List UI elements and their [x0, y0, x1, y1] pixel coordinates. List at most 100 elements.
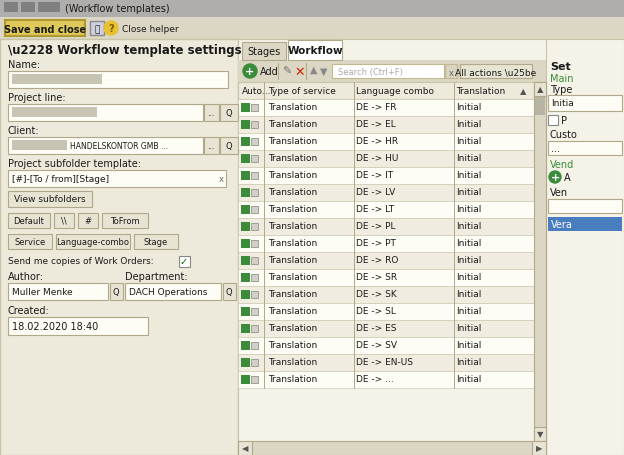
Text: HANDELSKONTOR GMB ...: HANDELSKONTOR GMB ...	[70, 142, 168, 151]
Text: DE -> SR: DE -> SR	[356, 273, 397, 282]
Bar	[5, 21, 85, 37]
Bar	[134, 234, 178, 249]
Text: ▲: ▲	[520, 87, 527, 96]
Bar	[238, 61, 624, 83]
Bar	[102, 213, 148, 228]
Text: Translation: Translation	[268, 290, 317, 299]
Bar	[251, 156, 258, 162]
Bar	[0, 0, 624, 18]
Text: Initial: Initial	[456, 171, 481, 180]
Text: Translation: Translation	[268, 188, 317, 197]
Text: Initial: Initial	[456, 222, 481, 231]
Bar	[251, 139, 258, 146]
Text: Type of service: Type of service	[268, 87, 336, 96]
Text: ...: ...	[551, 144, 560, 154]
Bar	[78, 213, 98, 228]
Text: \\: \\	[61, 217, 67, 226]
Bar	[8, 105, 203, 122]
Text: Q: Q	[226, 288, 232, 297]
Bar	[251, 291, 258, 298]
Text: Author:: Author:	[8, 271, 44, 281]
Text: +: +	[245, 67, 255, 77]
Text: Vera: Vera	[551, 219, 573, 229]
Text: DE -> EL: DE -> EL	[356, 120, 396, 129]
Bar	[534, 83, 546, 441]
Bar	[12, 75, 102, 85]
Text: DE -> HR: DE -> HR	[356, 137, 398, 146]
Bar	[241, 138, 250, 147]
Text: Translation: Translation	[268, 307, 317, 316]
Bar	[38, 3, 60, 13]
Bar	[241, 257, 250, 265]
Text: Type: Type	[550, 85, 572, 95]
Text: Initial: Initial	[456, 188, 481, 197]
Bar	[56, 234, 130, 249]
Bar	[532, 441, 546, 455]
Bar	[220, 105, 238, 122]
Bar	[251, 325, 258, 332]
Text: Translation: Translation	[268, 103, 317, 112]
Text: Translation: Translation	[268, 256, 317, 265]
Text: +: +	[550, 172, 560, 182]
Bar	[204, 138, 219, 155]
Bar	[238, 117, 534, 134]
Text: 18.02.2020 18:40: 18.02.2020 18:40	[12, 321, 98, 331]
Text: Project line:: Project line:	[8, 93, 66, 103]
Text: DE -> EN-US: DE -> EN-US	[356, 358, 413, 367]
Bar	[241, 375, 250, 384]
Text: Translation: Translation	[268, 341, 317, 350]
Text: Close helper: Close helper	[122, 25, 178, 33]
Bar	[220, 138, 238, 155]
Bar	[241, 222, 250, 232]
Text: Custo: Custo	[550, 130, 578, 140]
Text: Send me copies of Work Orders:: Send me copies of Work Orders:	[8, 257, 154, 265]
Bar	[241, 172, 250, 181]
Text: Initial: Initial	[456, 358, 481, 367]
Text: Stage: Stage	[144, 238, 168, 247]
Text: Initial: Initial	[456, 137, 481, 146]
Text: Name:: Name:	[8, 60, 40, 70]
Bar	[238, 202, 534, 218]
Bar	[241, 206, 250, 214]
Bar	[251, 274, 258, 281]
Text: Translation: Translation	[268, 222, 317, 231]
Text: Language-combo: Language-combo	[57, 238, 130, 247]
Bar	[238, 286, 534, 303]
Bar	[548, 200, 622, 213]
Text: DE -> SV: DE -> SV	[356, 341, 397, 350]
Text: ✎: ✎	[282, 67, 291, 77]
Bar	[546, 40, 624, 455]
Text: DE -> LT: DE -> LT	[356, 205, 394, 214]
Bar	[125, 283, 221, 300]
Text: P: P	[561, 116, 567, 126]
Text: Initial: Initial	[456, 239, 481, 248]
Text: Initial: Initial	[456, 154, 481, 163]
Bar	[8, 72, 228, 89]
Text: Search (Ctrl+F): Search (Ctrl+F)	[338, 68, 403, 77]
Bar	[251, 190, 258, 197]
Bar	[8, 138, 203, 155]
Text: Initial: Initial	[456, 120, 481, 129]
Text: Q: Q	[113, 288, 119, 297]
Bar	[251, 376, 258, 383]
Bar	[238, 151, 534, 167]
Text: DACH Operations: DACH Operations	[129, 288, 207, 297]
Bar	[54, 213, 74, 228]
Text: ✓: ✓	[180, 257, 188, 267]
Bar	[8, 171, 226, 187]
Bar	[238, 134, 534, 151]
Text: ✕: ✕	[294, 66, 305, 78]
Text: 💾: 💾	[94, 25, 100, 35]
Text: DE -> PT: DE -> PT	[356, 239, 396, 248]
Text: DE -> SK: DE -> SK	[356, 290, 397, 299]
Text: All actions \u25be: All actions \u25be	[456, 68, 537, 77]
Bar	[241, 104, 250, 113]
Text: Department:: Department:	[125, 271, 188, 281]
Text: \u2228 Workflow template settings: \u2228 Workflow template settings	[8, 44, 241, 57]
Bar	[251, 223, 258, 231]
Bar	[238, 320, 534, 337]
Bar	[223, 283, 236, 300]
Bar	[12, 141, 67, 151]
Text: Auto...: Auto...	[242, 87, 271, 96]
Text: Stages: Stages	[247, 47, 281, 57]
